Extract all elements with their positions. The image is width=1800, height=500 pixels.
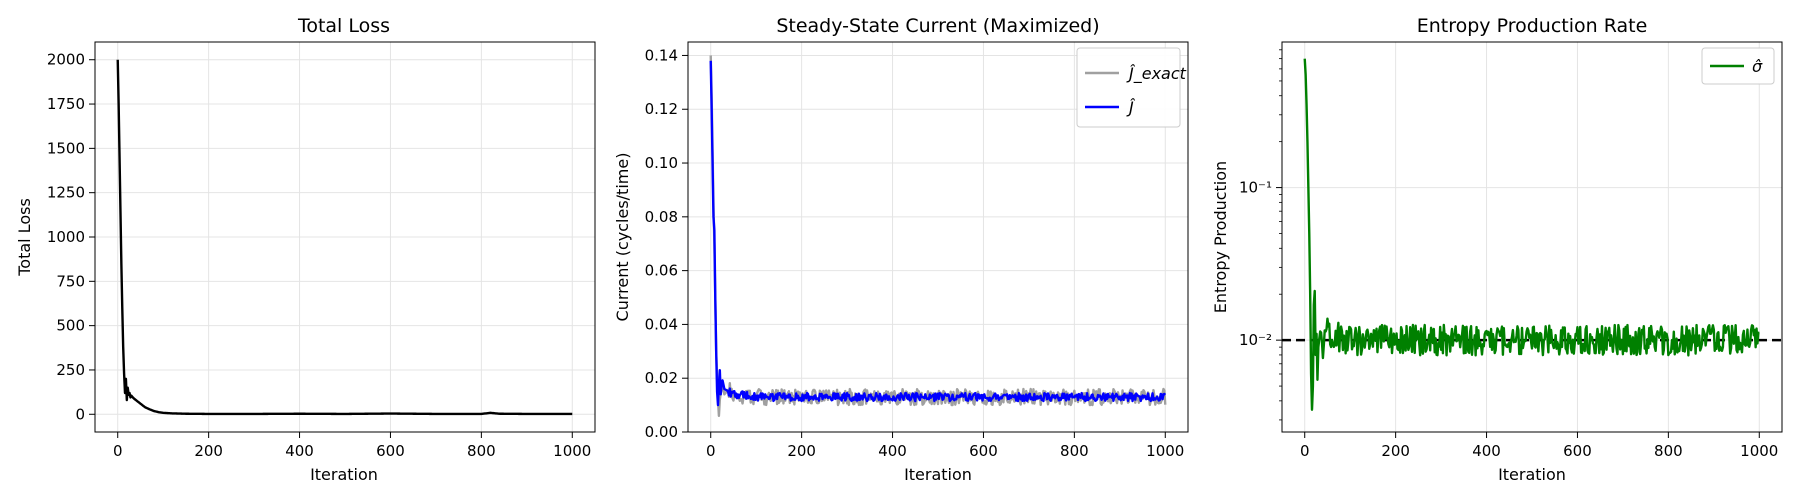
y-tick-label: 0 — [75, 405, 85, 423]
x-tick-label: 1000 — [553, 442, 591, 460]
chart-title: Steady-State Current (Maximized) — [776, 15, 1099, 37]
y-tick-label: 0.12 — [645, 100, 678, 118]
y-tick-label: 0.00 — [645, 423, 678, 441]
series-line-0 — [116, 59, 573, 416]
x-axis-label: Iteration — [904, 465, 972, 484]
x-tick-label: 200 — [194, 442, 223, 460]
x-tick-label: 0 — [113, 442, 123, 460]
x-tick-label: 0 — [1300, 442, 1310, 460]
y-tick-label: 0.02 — [645, 369, 678, 387]
x-tick-label: 800 — [467, 442, 496, 460]
x-ticks: 0 200 400 600 800 1000 — [113, 432, 591, 460]
plot-area — [1282, 58, 1782, 411]
x-axis-label: Iteration — [310, 465, 378, 484]
plot-frame — [687, 41, 1189, 433]
y-tick-label: 0.14 — [645, 46, 678, 64]
x-tick-label: 0 — [706, 442, 716, 460]
x-tick-label: 600 — [1563, 442, 1592, 460]
y-tick-label: 0.10 — [645, 154, 678, 172]
legend-label-j: Ĵ — [1126, 98, 1136, 117]
chart-entropy-production: Entropy Production Rate 0 200 400 600 800 100… — [1211, 15, 1783, 484]
legend-label-sigma: σ̂ — [1752, 57, 1763, 76]
x-tick-label: 200 — [1381, 442, 1410, 460]
y-tick-label: 0.08 — [645, 208, 678, 226]
y-ticks: 0.00 0.02 0.04 0.06 0.08 0.10 0.12 0.14 — [645, 46, 688, 441]
chart-title: Entropy Production Rate — [1417, 15, 1648, 37]
y-tick-label: 10⁻² — [1239, 331, 1272, 349]
y-tick-label: 0.04 — [645, 315, 678, 333]
x-tick-label: 800 — [1654, 442, 1683, 460]
y-tick-label: 750 — [56, 272, 85, 290]
y-axis-label: Entropy Production — [1211, 161, 1230, 313]
x-tick-label: 800 — [1060, 442, 1089, 460]
legend: Ĵ_exact Ĵ — [1076, 47, 1187, 128]
x-ticks: 0 200 400 600 800 1000 — [1300, 432, 1778, 460]
grid — [95, 42, 595, 432]
y-ticks: 0 250 500 750 1000 1250 1500 1750 2000 — [47, 51, 95, 423]
y-tick-label: 1000 — [47, 228, 85, 246]
x-tick-label: 1000 — [1740, 442, 1778, 460]
x-tick-label: 400 — [285, 442, 314, 460]
y-tick-label: 1250 — [47, 184, 85, 202]
y-axis-label: Current (cycles/time) — [613, 153, 632, 322]
series-line-0 — [1303, 58, 1760, 411]
y-tick-label: 500 — [56, 317, 85, 335]
x-axis-label: Iteration — [1498, 465, 1566, 484]
y-ticks: 10⁻² 10⁻¹ — [1239, 49, 1282, 421]
chart-title: Total Loss — [297, 15, 390, 37]
grid — [1282, 42, 1782, 432]
x-tick-label: 1000 — [1146, 442, 1184, 460]
y-tick-label: 2000 — [47, 51, 85, 69]
plot-frame — [1281, 41, 1783, 433]
y-axis-label: Total Loss — [15, 198, 34, 277]
y-tick-label: 1500 — [47, 139, 85, 157]
legend-label-exact: Ĵ_exact — [1126, 64, 1187, 84]
y-tick-label: 10⁻¹ — [1239, 179, 1272, 197]
y-tick-label: 250 — [56, 361, 85, 379]
x-tick-label: 200 — [787, 442, 816, 460]
chart-steady-state-current: Steady-State Current (Maximized) 0 200 400… — [613, 15, 1189, 484]
y-tick-label: 1750 — [47, 95, 85, 113]
plot-area — [709, 55, 1167, 418]
x-ticks: 0 200 400 600 800 1000 — [706, 432, 1184, 460]
x-tick-label: 600 — [376, 442, 405, 460]
legend: σ̂ — [1701, 47, 1775, 85]
chart-total-loss: Total Loss 0 200 400 600 800 1000 0 250 500 750 1… — [15, 15, 596, 484]
series-line-1 — [709, 60, 1167, 407]
plot-area — [116, 59, 573, 416]
y-tick-label: 0.06 — [645, 262, 678, 280]
x-tick-label: 400 — [1472, 442, 1501, 460]
x-tick-label: 600 — [969, 442, 998, 460]
x-tick-label: 400 — [878, 442, 907, 460]
